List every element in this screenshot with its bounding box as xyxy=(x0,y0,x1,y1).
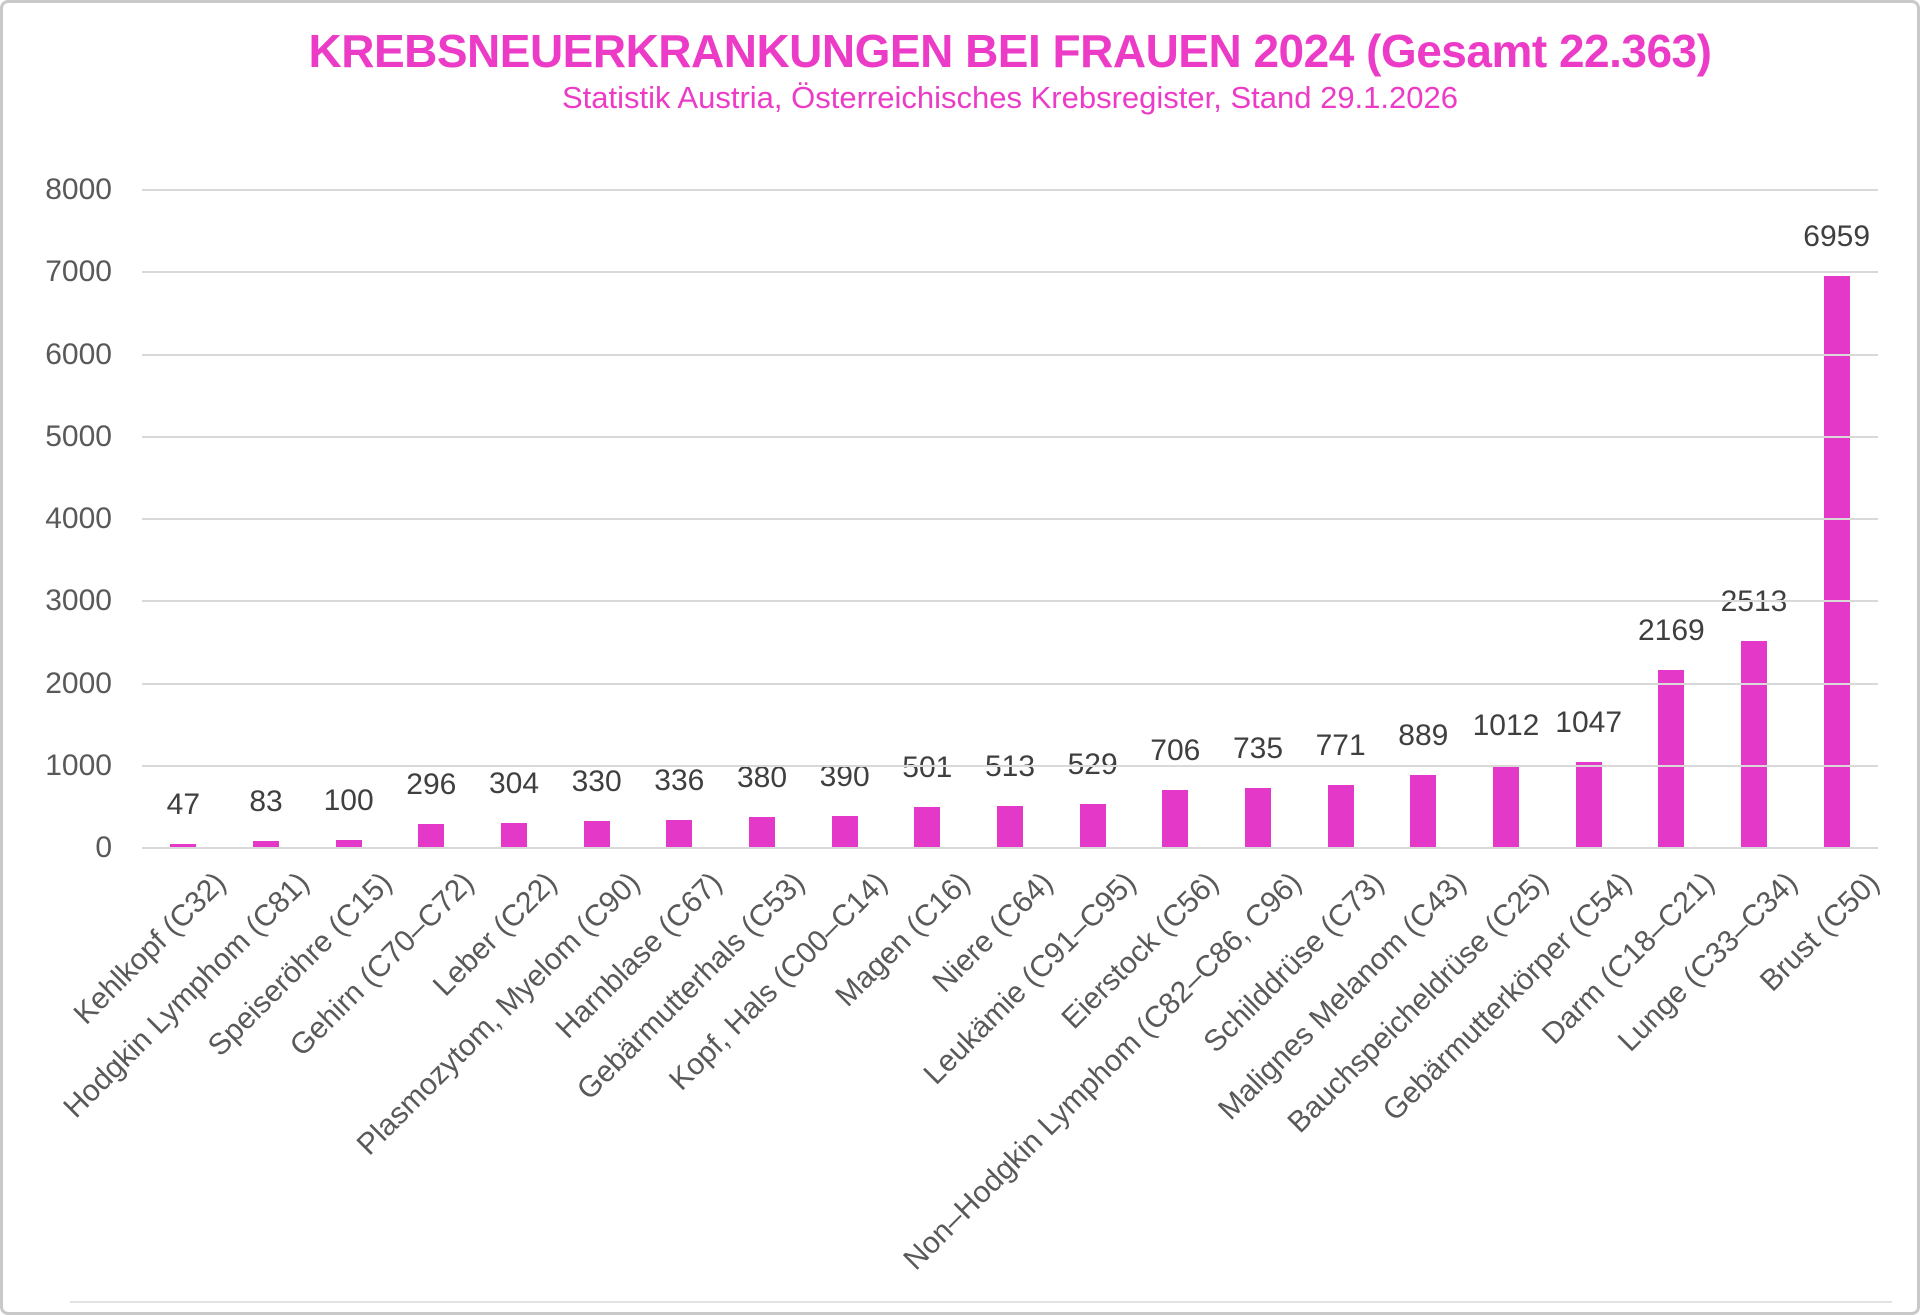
bar-value-label: 735 xyxy=(1232,731,1284,765)
bar xyxy=(1658,669,1685,848)
y-axis-tick-label: 6000 xyxy=(45,337,112,371)
bar xyxy=(1823,275,1850,848)
bar-value-label: 100 xyxy=(323,783,374,817)
chart-subtitle: Statistik Austria, Österreichisches Kreb… xyxy=(561,80,1458,115)
bar-value-label: 501 xyxy=(902,750,953,784)
bar-value-label: 2169 xyxy=(1637,613,1705,647)
gridline xyxy=(142,764,1878,767)
bar xyxy=(1410,774,1437,848)
bar-value-label: 47 xyxy=(166,788,201,822)
bar-value-label: 1047 xyxy=(1555,705,1623,739)
gridline xyxy=(142,518,1878,520)
y-axis-tick-label: 7000 xyxy=(45,255,112,289)
bar xyxy=(749,816,775,848)
bar-value-label: 336 xyxy=(654,764,705,798)
bar-value-label: 889 xyxy=(1398,718,1449,752)
chart-bottom-border xyxy=(70,1301,1892,1303)
gridline xyxy=(142,600,1878,603)
y-axis-tick-label: 0 xyxy=(95,831,112,864)
y-axis-tick-label: 8000 xyxy=(45,173,112,206)
gridline xyxy=(142,847,1878,849)
bar xyxy=(831,815,858,848)
bar xyxy=(1079,804,1106,848)
bar xyxy=(1493,764,1519,848)
bar-value-label: 6959 xyxy=(1803,219,1871,253)
bar xyxy=(583,820,610,848)
bar xyxy=(418,823,445,848)
bar xyxy=(1741,641,1767,848)
bar xyxy=(1575,761,1602,848)
gridline xyxy=(142,435,1878,438)
bar xyxy=(1162,789,1189,848)
y-axis-tick-label: 4000 xyxy=(45,502,112,535)
bar xyxy=(666,820,693,848)
bar-value-label: 296 xyxy=(406,767,457,801)
bar xyxy=(170,844,197,848)
gridline xyxy=(142,271,1878,274)
y-axis-tick-label: 2000 xyxy=(45,666,112,700)
gridline xyxy=(142,682,1878,685)
gridline xyxy=(142,353,1878,356)
bar-value-label: 771 xyxy=(1315,728,1366,762)
bar-value-label: 1012 xyxy=(1472,708,1540,742)
bar xyxy=(1327,784,1354,848)
y-axis-tick-label: 3000 xyxy=(45,584,112,618)
bar-value-label: 304 xyxy=(488,766,540,800)
bar-value-label: 83 xyxy=(249,785,283,819)
bar xyxy=(253,841,279,848)
bar xyxy=(997,805,1023,848)
bar xyxy=(1245,787,1271,848)
y-axis-tick-label: 1000 xyxy=(45,748,112,782)
bar-value-label: 706 xyxy=(1150,733,1201,767)
chart-title: KREBSNEUERKRANKUNGEN BEI FRAUEN 2024 (Ge… xyxy=(308,25,1712,77)
bar xyxy=(335,839,362,848)
bar xyxy=(501,822,527,848)
bar xyxy=(914,806,941,848)
gridline xyxy=(142,189,1878,191)
bar-value-label: 330 xyxy=(571,764,622,798)
y-axis-tick-label: 5000 xyxy=(45,419,112,453)
